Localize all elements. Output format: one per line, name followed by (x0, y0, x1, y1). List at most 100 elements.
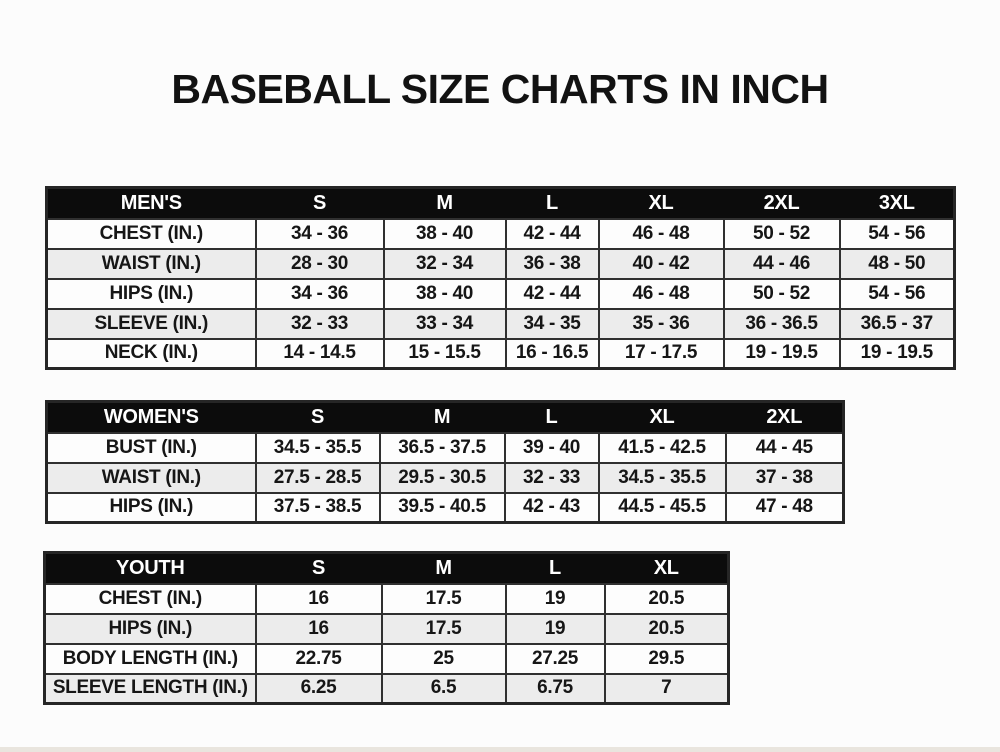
row-label: HIPS (IN.) (45, 491, 257, 524)
size-value-cell: 29.5 (603, 642, 730, 675)
size-value-cell: 33 - 34 (382, 307, 507, 340)
size-value-cell: 28 - 30 (254, 247, 385, 280)
size-value-cell: 54 - 56 (838, 277, 956, 310)
size-value-cell: 44 - 46 (722, 247, 841, 280)
size-column-header: XL (597, 186, 725, 220)
row-label: NECK (IN.) (45, 337, 257, 370)
header-row: WOMEN'S S M L XL 2XL (45, 400, 845, 434)
table-body: BUST (IN.) 34.5 - 35.5 36.5 - 37.5 39 - 40 4… (45, 431, 845, 524)
size-value-cell: 50 - 52 (722, 277, 841, 310)
page-title: BASEBALL SIZE CHARTS IN INCH (171, 66, 829, 112)
size-value-cell: 46 - 48 (597, 277, 725, 310)
size-value-cell: 38 - 40 (382, 217, 507, 250)
size-value-cell: 35 - 36 (597, 307, 725, 340)
row-label: SLEEVE LENGTH (IN.) (43, 672, 257, 705)
row-label: CHEST (IN.) (45, 217, 257, 250)
table-row: HIPS (IN.) 37.5 - 38.5 39.5 - 40.5 42 - 43 4… (45, 491, 845, 524)
size-value-cell: 36 - 38 (504, 247, 600, 280)
size-value-cell: 34 - 36 (254, 277, 385, 310)
size-column-header: L (504, 186, 600, 220)
size-value-cell: 37.5 - 38.5 (254, 491, 381, 524)
size-value-cell: 7 (603, 672, 730, 705)
size-value-cell: 42 - 44 (504, 217, 600, 250)
size-value-cell: 54 - 56 (838, 217, 956, 250)
size-value-cell: 36 - 36.5 (722, 307, 841, 340)
size-value-cell: 6.5 (380, 672, 507, 705)
table-header: WOMEN'S S M L XL 2XL (45, 400, 845, 434)
size-value-cell: 39.5 - 40.5 (378, 491, 506, 524)
size-value-cell: 34 - 36 (254, 217, 385, 250)
size-value-cell: 44.5 - 45.5 (597, 491, 727, 524)
size-value-cell: 17.5 (380, 612, 507, 645)
size-value-cell: 19 - 19.5 (722, 337, 841, 370)
size-column-header: M (380, 551, 507, 585)
group-header: MEN'S (45, 186, 257, 220)
size-value-cell: 32 - 33 (503, 461, 600, 494)
size-value-cell: 16 (254, 582, 383, 615)
table-row: BUST (IN.) 34.5 - 35.5 36.5 - 37.5 39 - 40 4… (45, 431, 845, 464)
size-value-cell: 6.75 (504, 672, 606, 705)
size-value-cell: 27.25 (504, 642, 606, 675)
size-value-cell: 17.5 (380, 582, 507, 615)
size-value-cell: 39 - 40 (503, 431, 600, 464)
womens-size-table: WOMEN'S S M L XL 2XL BUST (IN.) 34.5 - 35.5 36.5… (45, 400, 845, 524)
table-row: SLEEVE (IN.) 32 - 33 33 - 34 34 - 35 35 - 36… (45, 307, 956, 340)
size-value-cell: 41.5 - 42.5 (597, 431, 727, 464)
size-value-cell: 47 - 48 (724, 491, 845, 524)
size-value-cell: 32 - 34 (382, 247, 507, 280)
size-value-cell: 20.5 (603, 582, 730, 615)
row-label: CHEST (IN.) (43, 582, 257, 615)
size-value-cell: 25 (380, 642, 507, 675)
size-column-header: S (254, 400, 381, 434)
size-column-header: S (254, 186, 385, 220)
row-label: WAIST (IN.) (45, 247, 257, 280)
table-row: BODY LENGTH (IN.) 22.75 25 27.25 29.5 (43, 642, 730, 675)
size-value-cell: 19 (504, 612, 606, 645)
size-column-header: L (504, 551, 606, 585)
table-header: YOUTH S M L XL (43, 551, 730, 585)
size-value-cell: 42 - 44 (504, 277, 600, 310)
table-body: CHEST (IN.) 16 17.5 19 20.5 HIPS (IN.) 16 17.5 1… (43, 582, 730, 705)
size-value-cell: 42 - 43 (503, 491, 600, 524)
table-row: SLEEVE LENGTH (IN.) 6.25 6.5 6.75 7 (43, 672, 730, 705)
header-row: MEN'S S M L XL 2XL 3XL (45, 186, 956, 220)
size-value-cell: 46 - 48 (597, 217, 725, 250)
size-value-cell: 44 - 45 (724, 431, 845, 464)
scan-edge-artifact (0, 747, 1000, 752)
size-value-cell: 38 - 40 (382, 277, 507, 310)
size-column-header: M (378, 400, 506, 434)
size-value-cell: 17 - 17.5 (597, 337, 725, 370)
row-label: BUST (IN.) (45, 431, 257, 464)
group-header: YOUTH (43, 551, 257, 585)
mens-size-table: MEN'S S M L XL 2XL 3XL CHEST (IN.) 34 - 36 38 - 4… (45, 186, 956, 370)
size-column-header: 2XL (724, 400, 845, 434)
size-value-cell: 29.5 - 30.5 (378, 461, 506, 494)
size-column-header: 2XL (722, 186, 841, 220)
size-column-header: XL (597, 400, 727, 434)
table-row: HIPS (IN.) 34 - 36 38 - 40 42 - 44 46 - 48 50… (45, 277, 956, 310)
row-label: SLEEVE (IN.) (45, 307, 257, 340)
header-row: YOUTH S M L XL (43, 551, 730, 585)
size-value-cell: 32 - 33 (254, 307, 385, 340)
row-label: HIPS (IN.) (43, 612, 257, 645)
size-column-header: 3XL (838, 186, 956, 220)
size-value-cell: 50 - 52 (722, 217, 841, 250)
size-value-cell: 34.5 - 35.5 (254, 431, 381, 464)
row-label: BODY LENGTH (IN.) (43, 642, 257, 675)
size-value-cell: 22.75 (254, 642, 383, 675)
size-value-cell: 37 - 38 (724, 461, 845, 494)
group-header: WOMEN'S (45, 400, 257, 434)
size-column-header: XL (603, 551, 730, 585)
size-value-cell: 48 - 50 (838, 247, 956, 280)
size-value-cell: 19 - 19.5 (838, 337, 956, 370)
size-value-cell: 34 - 35 (504, 307, 600, 340)
table-row: NECK (IN.) 14 - 14.5 15 - 15.5 16 - 16.5 17 … (45, 337, 956, 370)
size-value-cell: 40 - 42 (597, 247, 725, 280)
table-row: CHEST (IN.) 34 - 36 38 - 40 42 - 44 46 - 48 5… (45, 217, 956, 250)
size-value-cell: 6.25 (254, 672, 383, 705)
table-row: HIPS (IN.) 16 17.5 19 20.5 (43, 612, 730, 645)
size-value-cell: 27.5 - 28.5 (254, 461, 381, 494)
size-value-cell: 34.5 - 35.5 (597, 461, 727, 494)
size-value-cell: 20.5 (603, 612, 730, 645)
